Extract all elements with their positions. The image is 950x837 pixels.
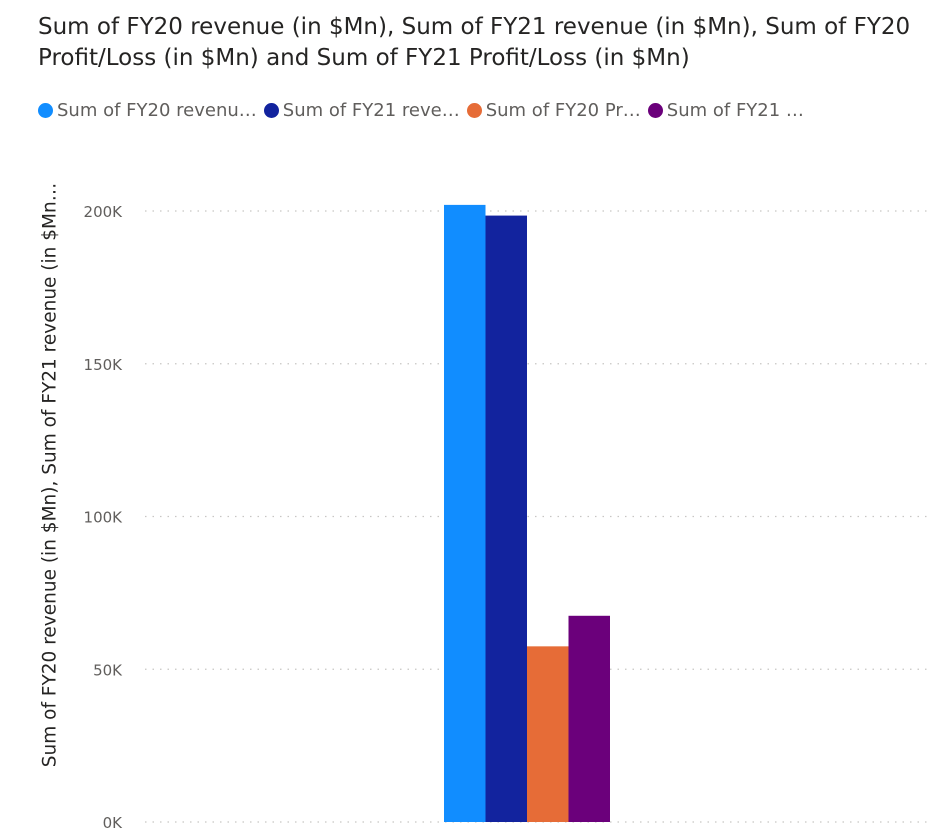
legend-label-fy20-revenue: Sum of FY20 revenu…	[57, 99, 257, 121]
legend-marker-fy20-revenue	[38, 102, 53, 118]
legend-label-fy21-profit: Sum of FY21 …	[666, 99, 804, 121]
legend-item-fy21-revenue[interactable]: Sum of FY21 reve…	[263, 99, 460, 121]
bar-series-1[interactable]	[485, 215, 528, 822]
legend-item-fy21-profit[interactable]: Sum of FY21 …	[647, 99, 804, 121]
y-axis-ticks: 0K 50K 100K 150K 200K	[84, 203, 124, 832]
bar-series-0[interactable]	[444, 204, 486, 822]
y-tick-label-0: 0K	[103, 814, 124, 832]
chart-legend[interactable]: Sum of FY20 revenu… Sum of FY21 reve… Su…	[38, 98, 811, 122]
bar-series-2[interactable]	[527, 646, 569, 822]
chart-title: Sum of FY20 revenue (in $Mn), Sum of FY2…	[38, 14, 911, 71]
legend-marker-fy21-profit	[647, 102, 663, 118]
y-tick-label-4: 200K	[84, 203, 124, 221]
y-tick-label-3: 150K	[84, 356, 124, 374]
bars[interactable]	[444, 204, 611, 822]
legend-marker-fy21-revenue	[263, 102, 279, 118]
y-tick-label-1: 50K	[93, 661, 123, 679]
legend-item-fy20-revenue[interactable]: Sum of FY20 revenu…	[38, 100, 257, 121]
legend-item-fy20-profit[interactable]: Sum of FY20 Pr…	[466, 99, 641, 121]
legend-label-fy20-profit: Sum of FY20 Pr…	[485, 99, 641, 121]
y-tick-label-2: 100K	[84, 509, 124, 527]
legend-label-fy21-revenue: Sum of FY21 reve…	[282, 99, 460, 121]
bar-series-3[interactable]	[568, 615, 611, 822]
legend-marker-fy20-profit	[466, 102, 482, 118]
